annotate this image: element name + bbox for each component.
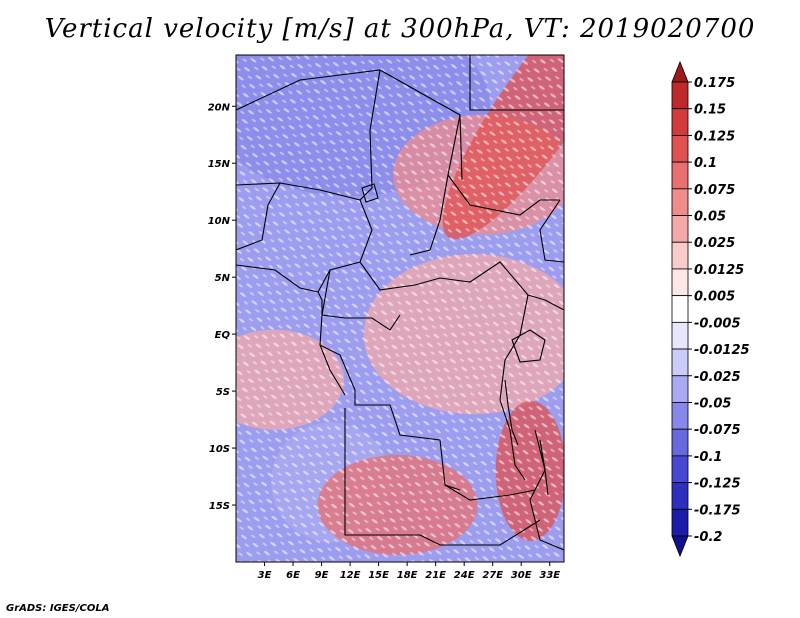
x-tick-label: 30E: [511, 570, 532, 581]
border-kenya: [527, 294, 564, 311]
border-nigeria: [236, 182, 373, 293]
border-chad-sudan: [409, 114, 461, 256]
colorbar-swatch: [671, 455, 689, 483]
colorbar-swatch: [671, 241, 689, 270]
colorbar-label: -0.175: [694, 503, 741, 518]
colorbar-label: -0.0125: [694, 343, 750, 358]
border-zambia: [444, 484, 536, 501]
x-tick-label: 18E: [397, 570, 418, 581]
border-car: [359, 261, 529, 296]
colorbar-label: -0.05: [694, 396, 731, 411]
x-tick-label: 15E: [368, 570, 389, 581]
colorbar-swatch: [671, 428, 689, 457]
x-tick-label: 27E: [482, 570, 503, 581]
colorbar-swatch: [671, 535, 689, 558]
colorbar-label: 0.0125: [694, 263, 744, 278]
colorbar-label: -0.2: [694, 530, 722, 545]
field-noise: [236, 55, 564, 562]
y-tick-label: 20N: [208, 102, 231, 113]
colorbar-swatch: [671, 81, 689, 110]
border-sudan-ss: [447, 174, 560, 216]
colorbar-label: -0.005: [694, 316, 741, 331]
colorbar-label: 0.175: [694, 76, 735, 91]
map-title: Vertical velocity [m/s] at 300hPa, VT: 2…: [44, 14, 756, 44]
border-west: [236, 182, 281, 251]
colorbar-swatch: [671, 482, 689, 510]
colorbar-label: 0.005: [694, 290, 735, 305]
lake-nyasa: [539, 439, 549, 496]
colorbar-label: -0.075: [694, 423, 741, 438]
colorbar-label: -0.125: [694, 477, 741, 492]
colorbar-swatch: [671, 508, 689, 537]
colorbar-swatch: [671, 321, 689, 350]
lake-chad: [361, 183, 379, 203]
colorbar-swatch: [671, 268, 689, 297]
border-mozambique: [529, 429, 564, 551]
colorbar-swatch: [671, 348, 689, 377]
border-niger-chad: [359, 69, 381, 201]
colorbar-swatch: [671, 108, 689, 136]
colorbar-label: 0.05: [694, 210, 726, 225]
border-libya-chad: [236, 69, 463, 181]
colorbar-label: 0.075: [694, 183, 735, 198]
colorbar-label: 0.025: [694, 236, 735, 251]
colorbar-swatch: [671, 161, 689, 190]
border-egypt: [469, 55, 564, 111]
colorbar-swatch: [671, 135, 689, 163]
x-tick-label: 33E: [539, 570, 560, 581]
x-tick-label: 3E: [258, 570, 272, 581]
colorbar-label: 0.125: [694, 129, 735, 144]
colorbar-label: -0.025: [694, 370, 741, 385]
x-tick-label: 21E: [425, 570, 446, 581]
colorbar-swatch: [671, 60, 689, 83]
y-tick-label: 5S: [216, 387, 230, 398]
y-tick-label: 10N: [208, 216, 231, 227]
border-drc-west: [319, 344, 461, 491]
x-tick-label: 24E: [454, 570, 475, 581]
y-tick-label: EQ: [215, 330, 231, 341]
colorbar-swatch: [671, 375, 689, 403]
colorbar-label: 0.1: [694, 156, 717, 171]
x-tick-label: 12E: [340, 570, 361, 581]
map-frame: [235, 54, 565, 563]
colorbar-label: 0.15: [694, 103, 726, 118]
x-tick-label: 9E: [315, 570, 329, 581]
colorbar-swatch: [671, 295, 689, 323]
y-tick-label: 10S: [209, 444, 230, 455]
colorbar-swatch: [671, 402, 689, 430]
country-borders: [236, 55, 564, 551]
colorbar-swatch: [671, 188, 689, 216]
border-cameroon-congo: [321, 269, 401, 331]
colorbar: 0.175 0.15 0.125 0.1 0.075 0.05 0.025 0.0125 0.0…: [671, 60, 750, 558]
border-angola-zambia: [344, 408, 541, 546]
y-tick-label: 5N: [215, 273, 231, 284]
velocity-field: [236, 55, 564, 562]
y-tick-label: 15N: [208, 159, 231, 170]
longitude-axis: 3E 6E 9E 12E 15E 18E 21E 24E 27E 30E 33E: [258, 562, 560, 581]
lake-victoria: [511, 329, 546, 363]
y-tick-label: 15S: [209, 501, 230, 512]
latitude-axis: 20N 15N 10N 5N EQ 5S 10S 15S: [208, 102, 236, 512]
coastline-guinea: [236, 264, 346, 396]
border-ethiopia: [539, 199, 564, 263]
x-tick-label: 6E: [286, 570, 300, 581]
grads-credit: GrADS: IGES/COLA: [6, 603, 110, 614]
colorbar-swatch: [671, 215, 689, 243]
colorbar-label: -0.1: [694, 450, 722, 465]
lake-tanganyika: [504, 379, 519, 446]
